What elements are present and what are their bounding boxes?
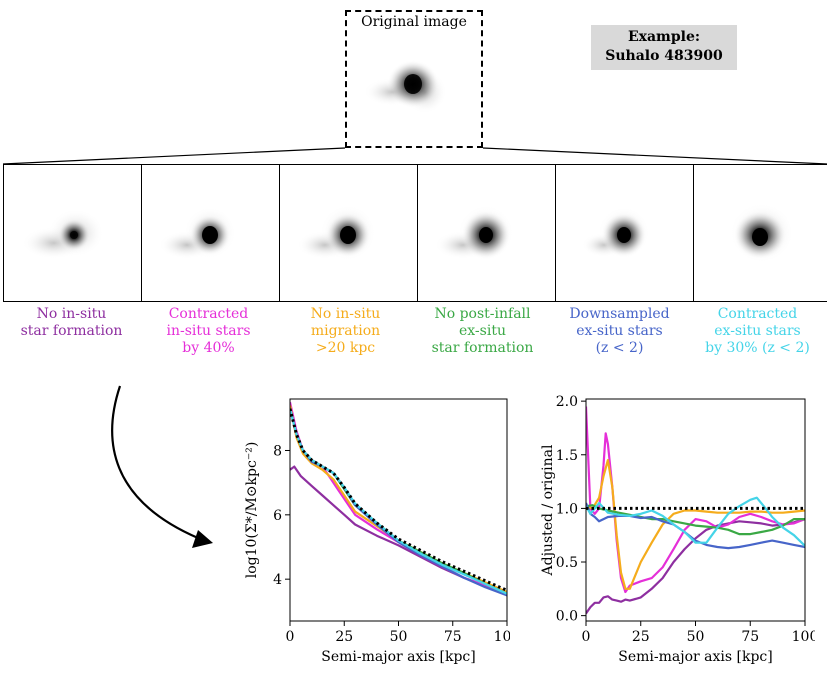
original-image-frame [345, 10, 483, 148]
caption-1: Contracted in-situ stars by 40% [166, 306, 251, 356]
panel-galaxy-image [435, 205, 514, 261]
x-tick-label: 25 [632, 629, 650, 645]
panel-contracted-insitu [142, 165, 280, 301]
x-tick-label: 0 [286, 629, 295, 645]
y-tick-label: 8 [273, 443, 282, 459]
series-line-0 [586, 518, 805, 615]
panel-galaxy-image [582, 207, 650, 259]
y-tick-label: 4 [273, 572, 282, 588]
series-line-4 [290, 408, 507, 597]
x-axis-label: Semi-major axis [kpc] [618, 649, 772, 665]
x-tick-label: 50 [687, 629, 705, 645]
y-tick-label: 2.0 [556, 394, 578, 410]
series-line-2 [586, 459, 805, 590]
series-line-2 [290, 405, 507, 594]
panel-galaxy-image [159, 207, 236, 259]
caption-3: No post-infall ex-situ star formation [431, 306, 534, 356]
x-tick-label: 50 [390, 629, 408, 645]
caption-0: No in-situ star formation [20, 306, 123, 339]
plot-frame [289, 398, 508, 622]
panel-no-insitu-migration [280, 165, 418, 301]
x-axis-label: Semi-major axis [kpc] [321, 649, 475, 665]
y-tick-label: 0.5 [556, 555, 578, 571]
connector-left [2, 147, 346, 165]
y-tick-label: 1.0 [556, 501, 578, 517]
caption-4: Downsampled ex-situ stars (z < 2) [569, 306, 670, 356]
caption-2: No in-situ migration >20 kpc [310, 306, 381, 356]
x-tick-label: 100 [494, 629, 510, 645]
y-tick-label: 1.5 [556, 448, 578, 464]
example-label-line2: Suhalo 483900 [605, 48, 723, 64]
panel-no-insitu-star-formation [4, 165, 142, 301]
y-tick-label: 6 [273, 508, 282, 524]
x-tick-label: 75 [741, 629, 759, 645]
series-line-1 [290, 401, 507, 595]
y-axis-label: Adjusted / original [540, 444, 556, 577]
series-line-5 [586, 496, 805, 547]
x-tick-label: 25 [335, 629, 353, 645]
example-label-line1: Example: [627, 29, 701, 45]
series-line-3 [290, 408, 507, 595]
connector-right [482, 147, 828, 165]
ratio-chart: 0 25 50 75 100 0.0 0.5 1.0 1.5 2.0 Semi-major axis… [540, 394, 815, 665]
series-original-line [290, 408, 507, 592]
y-tick-label: 0.0 [556, 609, 578, 625]
x-tick-label: 100 [792, 629, 815, 645]
original-image-title: Original image [361, 14, 467, 30]
panel-no-postinfall-exsitu [418, 165, 556, 301]
arrow-head-icon [192, 530, 213, 548]
connector-lines [2, 147, 828, 165]
curved-arrow [111, 385, 213, 548]
panel-contracted-exsitu [694, 165, 830, 301]
variation-panels [3, 164, 830, 302]
surface-density-chart: 0 25 50 75 100 4 6 8 Semi-major axis [kpc] log10(… [244, 398, 510, 665]
y-axis-label: log10(Σ*/M⊙kpc⁻²) [244, 442, 260, 579]
x-tick-label: 75 [444, 629, 462, 645]
panel-galaxy-image [22, 209, 104, 259]
series-line-5 [290, 408, 507, 595]
panel-downsampled-exsitu [556, 165, 694, 301]
example-label: Example: Suhalo 483900 [591, 25, 737, 70]
panel-galaxy-image [297, 205, 376, 261]
series-line-1 [586, 406, 805, 594]
panel-galaxy-image [730, 203, 794, 263]
x-tick-label: 0 [582, 629, 591, 645]
series-line-3 [586, 504, 805, 536]
caption-5: Contracted ex-situ stars by 30% (z < 2) [705, 306, 810, 356]
original-galaxy-image [364, 60, 447, 114]
